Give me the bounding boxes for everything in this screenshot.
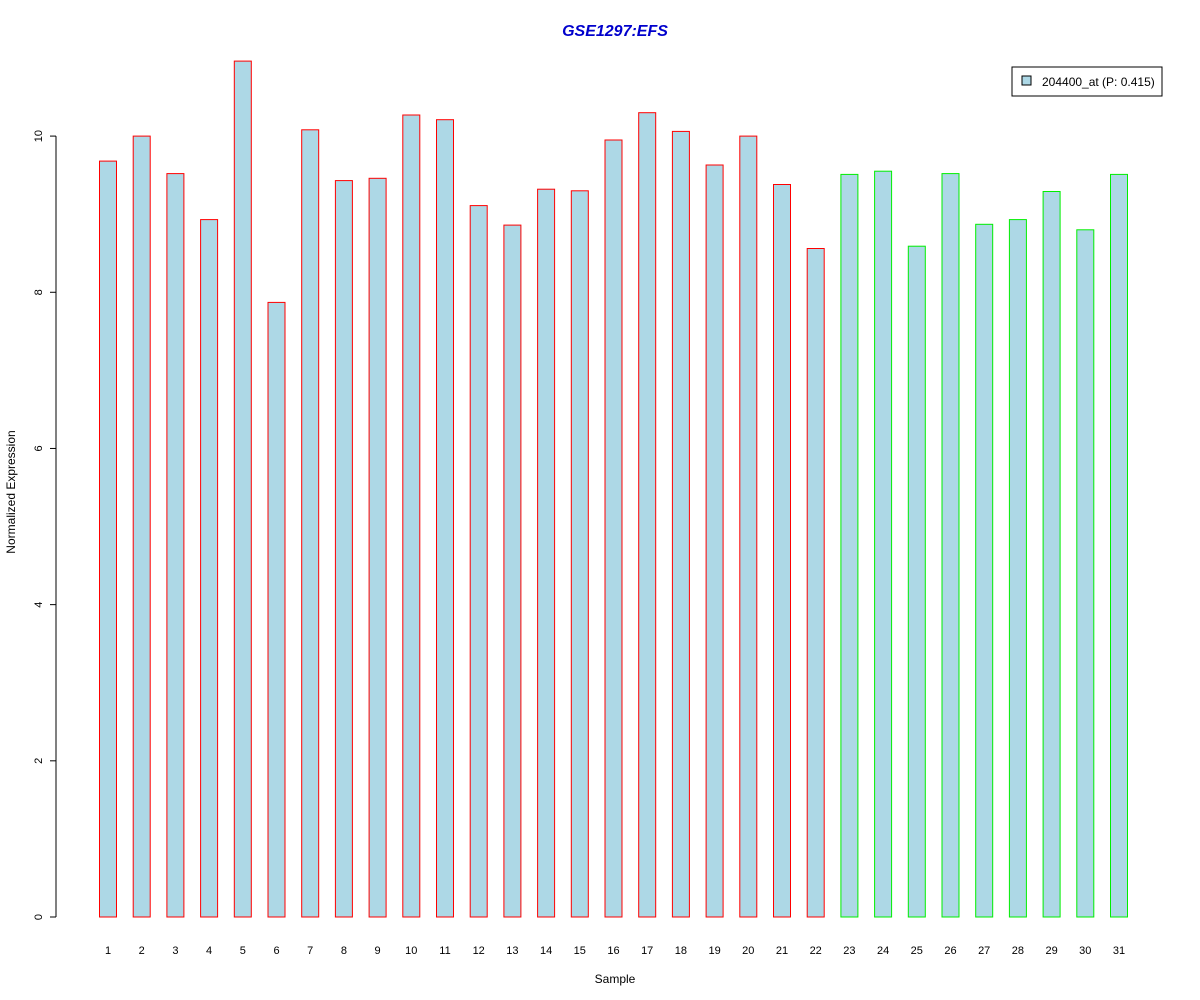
x-tick-label: 10 xyxy=(405,945,417,957)
x-tick-label: 1 xyxy=(105,945,111,957)
y-axis-label: Normalized Expression xyxy=(4,430,18,553)
y-axis: 0 2 4 6 8 10 xyxy=(33,130,57,920)
x-tick-label: 28 xyxy=(1012,945,1024,957)
x-tick-label: 16 xyxy=(607,945,619,957)
x-tick-label: 20 xyxy=(742,945,754,957)
bar-sample-12 xyxy=(469,205,488,918)
x-tick-label: 4 xyxy=(206,945,212,957)
bar-sample-17 xyxy=(638,112,657,918)
x-tick-label: 23 xyxy=(843,945,855,957)
x-axis-label: Sample xyxy=(595,972,636,986)
bar-sample-28 xyxy=(1008,219,1027,918)
x-tick-label: 7 xyxy=(307,945,313,957)
bar-sample-2 xyxy=(132,135,151,918)
bar-sample-16 xyxy=(604,139,623,918)
x-tick-label: 19 xyxy=(708,945,720,957)
x-tick-label: 3 xyxy=(172,945,178,957)
bar-sample-27 xyxy=(975,223,994,918)
x-tick-label: 24 xyxy=(877,945,889,957)
x-tick-label: 18 xyxy=(675,945,687,957)
bar-sample-19 xyxy=(705,164,724,918)
x-tick-label: 21 xyxy=(776,945,788,957)
legend: 204400_at (P: 0.415) xyxy=(1011,66,1163,97)
x-tick-label: 26 xyxy=(944,945,956,957)
bar-sample-8 xyxy=(334,180,353,918)
bar-sample-11 xyxy=(436,119,454,918)
y-tick-label: 0 xyxy=(33,914,45,920)
x-tick-label: 25 xyxy=(911,945,923,957)
x-tick-label: 12 xyxy=(473,945,485,957)
bar-sample-6 xyxy=(267,301,286,918)
y-tick-label: 10 xyxy=(33,130,45,142)
bar-sample-24 xyxy=(874,170,893,918)
bar-sample-5 xyxy=(233,60,252,918)
x-tick-label: 8 xyxy=(341,945,347,957)
bar-sample-20 xyxy=(739,135,758,918)
legend-label: 204400_at (P: 0.415) xyxy=(1042,75,1155,89)
bar-sample-4 xyxy=(200,219,219,918)
y-tick-label: 4 xyxy=(33,602,45,608)
x-tick-label: 6 xyxy=(273,945,279,957)
x-tick-label: 14 xyxy=(540,945,552,957)
x-tick-label: 13 xyxy=(506,945,518,957)
bar-sample-22 xyxy=(806,248,825,918)
x-tick-label: 29 xyxy=(1045,945,1057,957)
bar-sample-7 xyxy=(301,129,320,918)
bar-sample-10 xyxy=(402,114,421,918)
x-tick-label: 5 xyxy=(240,945,246,957)
legend-box xyxy=(1011,66,1163,97)
bar-sample-30 xyxy=(1076,229,1095,918)
x-tick-label: 27 xyxy=(978,945,990,957)
bar-sample-1 xyxy=(99,160,117,918)
x-tick-label: 31 xyxy=(1113,945,1125,957)
y-tick-label: 6 xyxy=(33,445,45,451)
bar-sample-26 xyxy=(941,173,960,918)
y-tick-label: 2 xyxy=(33,758,45,764)
bar-sample-18 xyxy=(671,130,690,918)
bar-sample-23 xyxy=(840,173,859,918)
bar-sample-31 xyxy=(1110,173,1128,918)
y-tick-label: 8 xyxy=(33,289,45,295)
x-tick-label: 9 xyxy=(375,945,381,957)
bar-sample-25 xyxy=(907,245,926,918)
x-tick-label: 11 xyxy=(439,945,450,957)
x-tick-label: 17 xyxy=(641,945,653,957)
chart-title: GSE1297:EFS xyxy=(562,23,668,40)
bar-sample-15 xyxy=(570,190,589,918)
x-tick-labels: 1 2 3 4 5 6 7 8 9 10 11 12 13 14 15 16 17 18 19 20 21 22 23 24 2… xyxy=(105,945,1125,957)
bar-sample-14 xyxy=(537,188,556,918)
bar-sample-9 xyxy=(368,177,387,918)
bar-sample-21 xyxy=(773,184,791,918)
x-tick-label: 30 xyxy=(1079,945,1091,957)
x-tick-label: 22 xyxy=(810,945,822,957)
bar-sample-13 xyxy=(503,224,522,918)
legend-swatch xyxy=(1021,75,1032,86)
x-tick-label: 15 xyxy=(574,945,586,957)
bar-sample-29 xyxy=(1042,191,1061,918)
bars xyxy=(99,60,1128,918)
x-tick-label: 2 xyxy=(139,945,145,957)
bar-sample-3 xyxy=(166,173,185,918)
